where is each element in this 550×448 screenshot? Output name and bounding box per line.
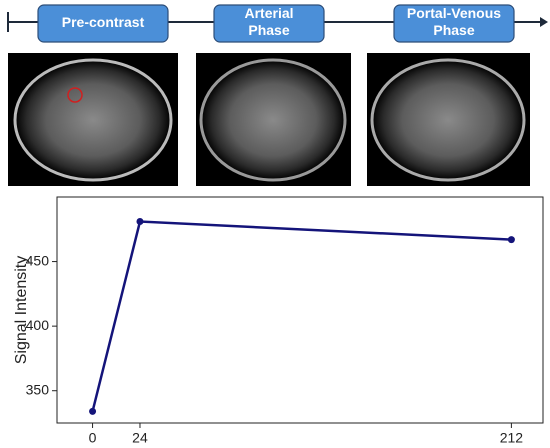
x-tick-label: 0	[89, 430, 97, 446]
line	[91, 220, 512, 412]
phase-label: Phase	[248, 22, 289, 38]
phase-label: Portal-Venous	[407, 5, 501, 21]
point	[136, 218, 144, 226]
plot: 350 400 450 0 24 212	[26, 218, 524, 446]
y-axis-label: Signal Intensity	[13, 256, 30, 365]
y-tick-label: 400	[26, 317, 50, 333]
phase-box	[213, 4, 325, 43]
phase-label: Arterial	[244, 5, 293, 21]
phase-box	[37, 4, 169, 43]
point	[89, 407, 97, 415]
phase-box	[393, 4, 515, 43]
y-tick-label: 350	[26, 381, 50, 397]
y-tick-label: 450	[26, 252, 50, 268]
plot-frame	[56, 196, 544, 424]
phase-labels: Pre-contrastArterialPhasePortal-VenousPh…	[37, 4, 515, 43]
mri-images	[8, 53, 530, 186]
point	[507, 236, 515, 244]
phase-label: Pre-contrast	[62, 14, 145, 30]
x-tick-label: 212	[500, 430, 524, 446]
x-tick-label: 24	[132, 430, 148, 446]
phase-label: Phase	[433, 22, 474, 38]
